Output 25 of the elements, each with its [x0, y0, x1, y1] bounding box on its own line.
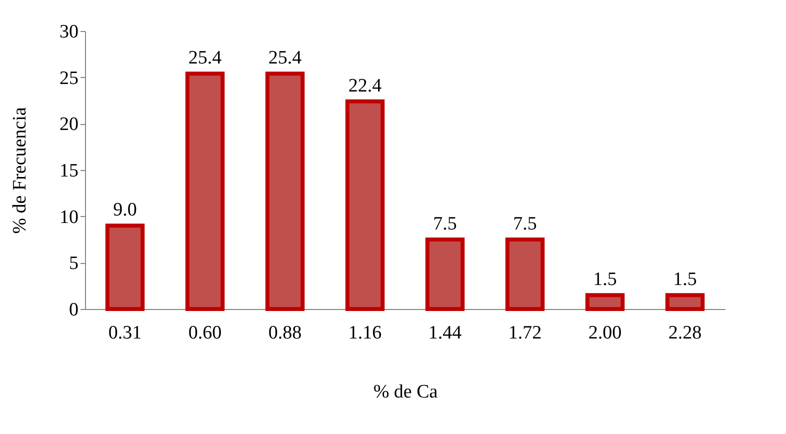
- data-label: 7.5: [433, 214, 457, 234]
- y-axis-title: % de Frecuencia: [10, 106, 30, 234]
- y-tick-label: 20: [60, 114, 78, 136]
- x-tick-label: 1.44: [428, 322, 462, 344]
- data-label: 22.4: [348, 75, 382, 96]
- data-label: 25.4: [268, 48, 302, 69]
- x-tick-label: 0.31: [108, 322, 142, 344]
- x-tick-label: 1.72: [508, 322, 542, 344]
- y-tick-label: 0: [69, 300, 78, 320]
- data-label: 7.5: [513, 214, 537, 234]
- x-axis-title: % de Ca: [373, 382, 438, 402]
- y-tick-label: 25: [60, 68, 78, 89]
- x-tick-label: 1.16: [348, 322, 382, 344]
- x-tick-label: 2.00: [588, 322, 622, 344]
- data-label: 1.5: [593, 269, 617, 290]
- data-label: 9.0: [113, 200, 137, 221]
- y-tick-label: 30: [60, 22, 78, 42]
- y-tick-label: 10: [60, 206, 78, 228]
- x-tick-label: 0.60: [188, 322, 222, 344]
- y-tick-label: 5: [69, 253, 78, 274]
- x-tick-label: 2.28: [668, 322, 702, 344]
- y-tick-label: 15: [60, 160, 78, 182]
- x-tick-label: 0.88: [268, 322, 302, 344]
- data-label: 25.4: [188, 48, 222, 69]
- data-label: 1.5: [673, 269, 697, 290]
